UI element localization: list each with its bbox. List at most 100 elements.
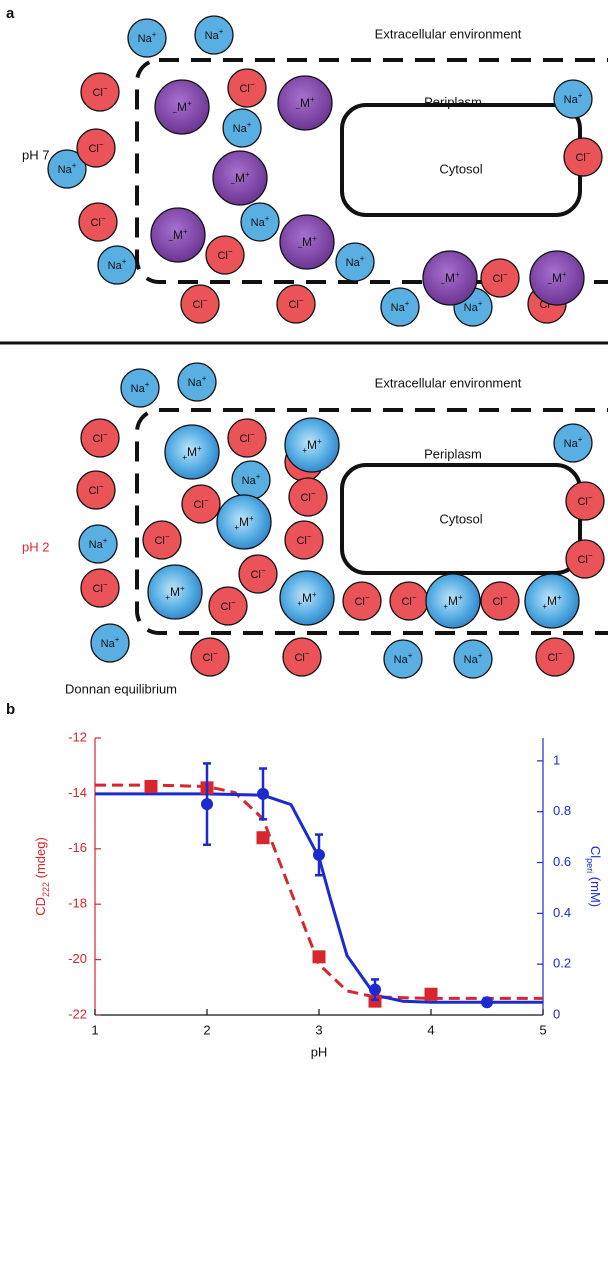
ion-symbol: Cl — [492, 273, 502, 285]
ion-charge: + — [180, 584, 185, 593]
x-tick-label: 2 — [203, 1022, 210, 1037]
y-tick-label: -14 — [68, 785, 87, 800]
ion-charge: − — [299, 296, 304, 305]
y-tick-label: -18 — [68, 896, 87, 911]
ion-charge: + — [122, 257, 127, 266]
data-point — [257, 831, 270, 844]
panel-label: b — [6, 701, 15, 718]
ion-symbol: Cl — [90, 217, 100, 229]
ion-charge: + — [312, 234, 317, 243]
ion-symbol: Na — [346, 257, 361, 269]
ion-charge: + — [183, 227, 188, 236]
ion-symbol: Cl — [300, 492, 310, 504]
axis-label-text: (mM) — [588, 873, 603, 907]
ion-symbol: M — [307, 438, 317, 452]
note: Donnan equilibrium — [65, 681, 177, 696]
panel-label: a — [6, 5, 15, 22]
ion-symbol: M — [547, 594, 557, 608]
axis-label-text: (mdeg) — [33, 837, 48, 882]
axis-label-text: Cl — [588, 846, 603, 858]
axis-label: CD222 (mdeg) — [33, 837, 51, 916]
ion-symbol: Na — [101, 638, 116, 650]
axis-label: Clperi (mM) — [585, 846, 603, 907]
y2-tick-label: 1 — [553, 752, 560, 767]
ion-symbol: M — [177, 100, 187, 114]
axis-label-sub: 222 — [41, 882, 51, 897]
region-label: Cytosol — [439, 511, 482, 526]
ion-charge: + — [458, 593, 463, 602]
axis-label-text: CD — [33, 897, 48, 916]
ion-charge: + — [310, 95, 315, 104]
ion-symbol: Na — [564, 438, 579, 450]
y-tick-label: -22 — [68, 1006, 87, 1021]
ion-symbol: Cl — [239, 433, 249, 445]
ion-symbol: M — [302, 591, 312, 605]
ion-symbol: M — [300, 96, 310, 110]
ion-symbol: Cl — [577, 496, 587, 508]
ion-symbol: Na — [131, 383, 146, 395]
ion-charge: − — [99, 482, 104, 491]
region-label: Cytosol — [439, 161, 482, 176]
ion-charge: + — [478, 651, 483, 660]
y2-tick-label: 0.6 — [553, 854, 571, 869]
ion-charge: − — [213, 649, 218, 658]
data-point — [425, 988, 438, 1001]
data-point — [313, 849, 325, 861]
data-point — [313, 950, 326, 963]
ion-charge: + — [562, 270, 567, 279]
x-tick-label: 4 — [427, 1022, 434, 1037]
ion-charge: − — [503, 270, 508, 279]
ion-symbol: M — [552, 271, 562, 285]
ion-symbol: Na — [464, 654, 479, 666]
ion-symbol: Cl — [88, 485, 98, 497]
y2-tick-label: 0 — [553, 1006, 560, 1021]
ions: Na+Na+Na+Na+Na+Na+Na+Na+Na+Na+Cl−Cl−Cl−C… — [48, 16, 604, 678]
x-tick-label: 5 — [539, 1022, 546, 1037]
fit-line — [95, 794, 543, 1002]
ion-charge: − — [228, 247, 233, 256]
ion-symbol: Na — [391, 302, 406, 314]
ion-symbol: M — [235, 171, 245, 185]
ion-charge: − — [103, 580, 108, 589]
ion-charge: + — [408, 651, 413, 660]
ion-symbol: Na — [394, 654, 409, 666]
ion-charge: − — [365, 593, 370, 602]
ion-symbol: Cl — [296, 535, 306, 547]
ion-symbol: M — [445, 271, 455, 285]
ion-symbol: M — [173, 228, 183, 242]
ion-charge: + — [578, 435, 583, 444]
ion-symbol: Cl — [202, 652, 212, 664]
ion-symbol: Cl — [401, 596, 411, 608]
ion-symbol: Cl — [88, 143, 98, 155]
ion-symbol: Cl — [92, 433, 102, 445]
x-tick-label: 1 — [91, 1022, 98, 1037]
y-tick-label: -20 — [68, 951, 87, 966]
ion-charge: + — [557, 593, 562, 602]
ion-charge: + — [219, 27, 224, 36]
ion-charge: + — [72, 161, 77, 170]
ion-charge: + — [247, 120, 252, 129]
ion-charge: − — [99, 140, 104, 149]
ion-charge: + — [197, 444, 202, 453]
y-tick-label: -12 — [68, 729, 87, 744]
ion-symbol: Na — [89, 539, 104, 551]
ion-charge: + — [312, 590, 317, 599]
ion-symbol: Cl — [92, 87, 102, 99]
ion-charge: − — [101, 214, 106, 223]
ion-symbol: Cl — [192, 299, 202, 311]
region-label: Periplasm — [424, 94, 482, 109]
ion-charge: − — [165, 532, 170, 541]
ion-charge: + — [145, 380, 150, 389]
ion-symbol: M — [187, 445, 197, 459]
ph-label: pH 7 — [22, 147, 49, 162]
ion-symbol: Cl — [92, 583, 102, 595]
ion-charge: + — [265, 214, 270, 223]
ion-charge: − — [558, 649, 563, 658]
ion-symbol: Cl — [288, 299, 298, 311]
ion-symbol: Cl — [354, 596, 364, 608]
ion-charge: + — [187, 99, 192, 108]
ion-symbol: Cl — [193, 499, 203, 511]
ion-charge: + — [245, 170, 250, 179]
ion-symbol: Cl — [220, 601, 230, 613]
